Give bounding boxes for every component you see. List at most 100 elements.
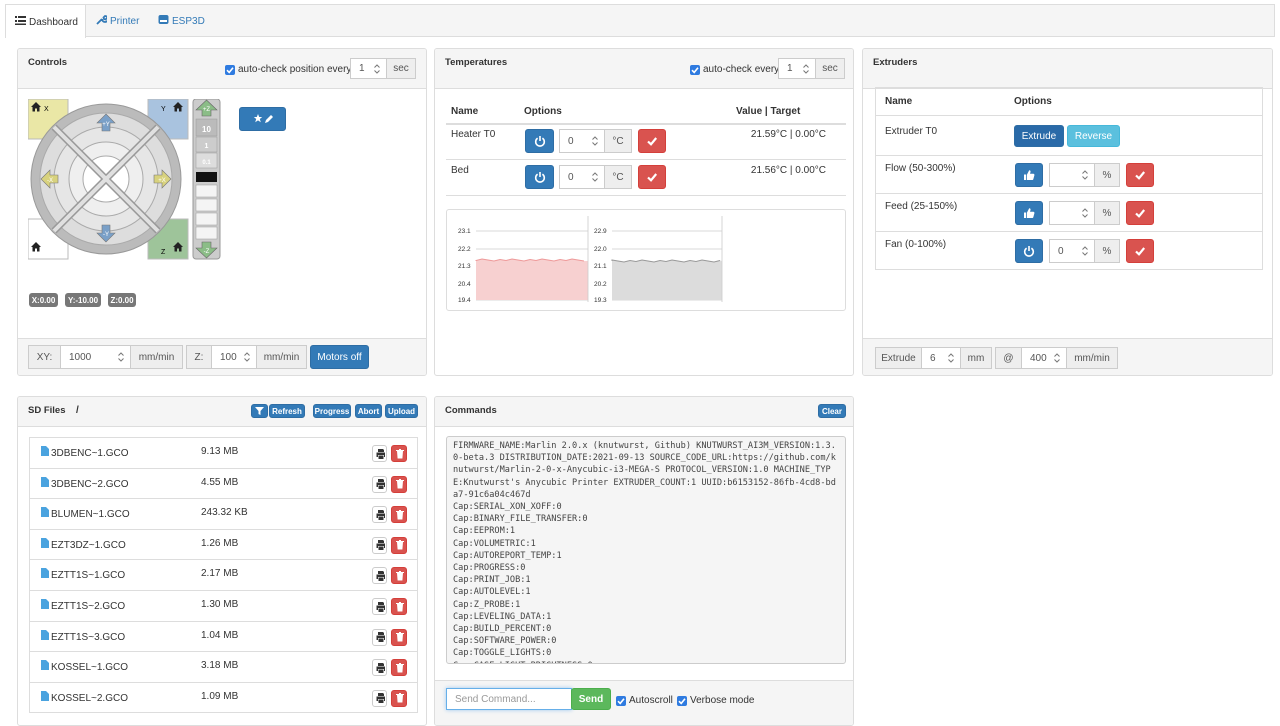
value-input[interactable] — [1049, 163, 1095, 187]
delete-button[interactable] — [391, 506, 407, 524]
input-addon: °C — [604, 165, 632, 189]
icon-path — [41, 507, 49, 518]
jog-control[interactable]: X Y Z +Y -Y -X +X +Z 10 1 0.1 -Z — [28, 99, 222, 261]
tab-label[interactable]: Printer — [110, 16, 140, 27]
tab-icon — [96, 15, 107, 25]
icon-path — [396, 601, 404, 611]
z-step — [195, 184, 218, 198]
print-button[interactable] — [372, 598, 387, 615]
spinner-arrows — [1082, 246, 1088, 256]
value-input[interactable]: 0 — [1049, 239, 1095, 263]
command-input[interactable]: Send Command... — [446, 688, 572, 710]
delete-button[interactable] — [391, 659, 407, 677]
icon-path — [396, 693, 404, 703]
target-input[interactable]: 0 — [559, 165, 605, 189]
tab-active[interactable]: Dashboard — [5, 4, 86, 38]
delete-button[interactable] — [391, 689, 407, 707]
tab-label[interactable]: ESP3D — [172, 16, 205, 27]
temperature-reading: 21.56°C | 0.00°C — [750, 165, 826, 176]
sd-button[interactable]: Upload — [385, 404, 418, 418]
print-button[interactable] — [372, 475, 387, 493]
like-icon — [1024, 170, 1035, 180]
filter-button[interactable] — [251, 404, 268, 418]
print-button[interactable] — [372, 506, 387, 524]
delete-button[interactable] — [391, 445, 407, 462]
xy-feed-input[interactable]: 1000 — [60, 345, 131, 369]
set-button[interactable] — [638, 129, 666, 153]
panel-title: Extruders — [873, 57, 918, 68]
file-name: EZTT1S~1.GCO — [51, 570, 126, 582]
spinner-arrows — [592, 136, 598, 146]
print-button[interactable] — [372, 536, 387, 554]
print-button[interactable] — [372, 567, 387, 585]
like-button[interactable] — [1015, 163, 1043, 187]
trash-icon — [396, 479, 404, 489]
icon-path — [41, 660, 49, 671]
file-size: 4.55 MB — [201, 476, 239, 488]
motors-off-button[interactable]: Motors off — [310, 345, 369, 369]
file-row[interactable]: 3DBENC~1.GCO 9.13 MB — [29, 437, 418, 469]
jog-arrow — [195, 241, 218, 259]
value-input[interactable] — [1049, 201, 1095, 225]
position-badge: Y:-10.00 — [65, 293, 101, 307]
sd-button[interactable]: Abort — [355, 404, 382, 418]
tab-label: Dashboard — [29, 17, 78, 28]
z-feed-input[interactable]: 100 — [211, 345, 257, 369]
log-line: Cap:SOFTWARE_POWER:0 — [453, 636, 557, 647]
delete-button[interactable] — [391, 628, 407, 646]
jog-label: 10 — [202, 125, 211, 134]
checkbox[interactable] — [690, 65, 700, 75]
set-button[interactable] — [1126, 163, 1154, 187]
delete-button[interactable] — [391, 567, 407, 585]
speed-input[interactable]: 400 — [1021, 347, 1067, 369]
macro-button[interactable] — [239, 107, 286, 131]
file-row[interactable]: 3DBENC~2.GCO 4.55 MB — [29, 467, 418, 500]
icon-path — [534, 137, 545, 147]
like-button[interactable] — [1015, 201, 1043, 225]
set-button[interactable] — [638, 165, 666, 189]
log-line: Cap:EEPROM:1 — [453, 526, 516, 537]
sd-button[interactable]: Refresh — [269, 404, 305, 418]
reverse-button[interactable]: Reverse — [1067, 125, 1120, 147]
power-button[interactable] — [525, 129, 554, 153]
print-button[interactable] — [372, 659, 387, 677]
extrude-button[interactable]: Extrude — [1014, 125, 1064, 147]
power-button[interactable] — [525, 165, 554, 189]
interval-input[interactable]: 1 — [778, 58, 816, 79]
set-button[interactable] — [1126, 239, 1154, 263]
checkbox[interactable] — [677, 696, 687, 706]
check-mark — [678, 698, 686, 705]
checkbox[interactable] — [616, 696, 626, 706]
delete-button[interactable] — [391, 475, 407, 493]
file-row[interactable]: BLUMEN~1.GCO 243.32 KB — [29, 498, 418, 530]
file-row[interactable]: EZTT1S~1.GCO 2.17 MB — [29, 559, 418, 591]
print-icon — [376, 570, 385, 581]
file-row[interactable]: KOSSEL~1.GCO 3.18 MB — [29, 651, 418, 683]
file-row[interactable]: EZTT1S~3.GCO 1.04 MB — [29, 620, 418, 653]
set-button[interactable] — [1126, 201, 1154, 225]
print-button[interactable] — [372, 445, 387, 462]
print-button[interactable] — [372, 628, 387, 646]
file-row[interactable]: KOSSEL~2.GCO 1.09 MB — [29, 681, 418, 714]
jog-label: -Y — [103, 232, 109, 238]
file-name: 3DBENC~1.GCO — [51, 448, 129, 459]
like-button[interactable] — [1015, 239, 1043, 263]
file-row[interactable]: EZTT1S~2.GCO 1.30 MB — [29, 590, 418, 622]
target-input[interactable]: 0 — [559, 129, 605, 153]
graph-tick: 23.1 — [458, 228, 471, 235]
file-list: 3DBENC~1.GCO 9.13 MB 3DBENC~2.GCO 4.55 MB BL… — [29, 437, 418, 725]
extruder-table: Name Options Extruder T0 Extrude Reverse… — [875, 87, 1263, 270]
input-addon: XY: — [28, 345, 61, 369]
delete-button[interactable] — [391, 536, 407, 554]
length-input[interactable]: 6 — [921, 347, 961, 369]
delete-button[interactable] — [391, 598, 407, 615]
send-button[interactable]: Send — [571, 688, 611, 710]
clear-button[interactable]: Clear — [818, 404, 846, 418]
file-row[interactable]: EZT3DZ~1.GCO 1.26 MB — [29, 528, 418, 561]
interval-input[interactable]: 1 — [350, 58, 387, 79]
position-badge: X:0.00 — [29, 293, 58, 307]
z-step — [195, 198, 218, 212]
sd-button[interactable]: Progress — [313, 404, 351, 418]
print-button[interactable] — [372, 689, 387, 707]
checkbox[interactable] — [225, 65, 235, 75]
